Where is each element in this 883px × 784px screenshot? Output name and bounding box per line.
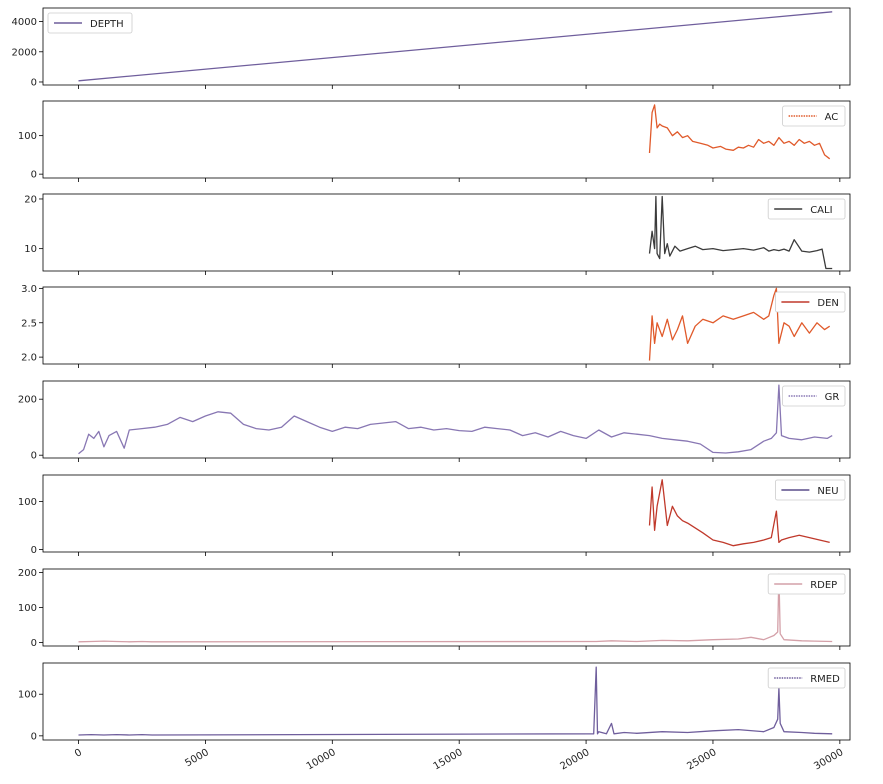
legend-box — [767, 667, 846, 689]
legend-label-rmed: RMED — [810, 674, 840, 685]
x-tick-label: 20000 — [559, 747, 592, 772]
legend-label-rdep: RDEP — [810, 580, 837, 591]
axes-frame — [42, 474, 851, 553]
series-line-neu — [648, 479, 830, 547]
y-tick-label: 200 — [18, 395, 37, 406]
panel-rmed: 0 100 RMED — [18, 662, 851, 744]
x-tick-label: 0 — [73, 747, 84, 760]
y-tick-label: 100 — [18, 690, 37, 701]
y-tick-label: 4000 — [12, 17, 37, 28]
axes-frame — [42, 193, 851, 272]
x-tick-label: 15000 — [432, 747, 465, 772]
series-line-den — [648, 287, 831, 361]
legend-label-ac: AC — [825, 112, 839, 123]
series-line-depth — [78, 11, 833, 82]
y-tick-label: 100 — [18, 131, 37, 142]
legend-box — [775, 479, 846, 501]
axes-frame — [42, 100, 851, 179]
axes-frame — [42, 662, 851, 741]
legend-box — [767, 573, 846, 595]
series-line-ac — [648, 104, 831, 160]
y-tick-label: 3.0 — [21, 284, 37, 295]
axes-frame — [42, 568, 851, 647]
x-tick-label: 30000 — [812, 747, 845, 772]
y-tick-label: 0 — [31, 638, 37, 649]
y-tick-label: 0 — [31, 731, 37, 742]
panel-gr: 0 200 GR — [18, 380, 851, 462]
y-tick-label: 100 — [18, 497, 37, 508]
legend-label-neu: NEU — [817, 486, 838, 497]
y-tick-label: 0 — [31, 545, 37, 556]
axes-frame — [42, 286, 851, 365]
axes-frame — [42, 7, 851, 86]
legend-label-den: DEN — [817, 298, 839, 309]
y-tick-label: 10 — [24, 244, 37, 255]
panel-rdep: 0 100 200 RDEP — [18, 568, 851, 650]
legend-box — [47, 12, 133, 34]
y-tick-label: 0 — [31, 170, 37, 181]
panel-ac: 0 100 AC — [18, 100, 851, 182]
y-tick-label: 2000 — [12, 47, 37, 58]
panel-cali: 10 20 CALI — [24, 193, 851, 275]
x-tick-label: 25000 — [685, 747, 718, 772]
axes-frame — [42, 380, 851, 459]
y-tick-label: 20 — [24, 194, 37, 205]
y-tick-label: 2.0 — [21, 353, 37, 364]
y-tick-label: 200 — [18, 568, 37, 579]
x-tick-label: 5000 — [183, 747, 211, 769]
y-tick-label: 0 — [31, 77, 37, 88]
legend-label-gr: GR — [825, 392, 840, 403]
series-line-cali — [648, 195, 833, 270]
y-tick-label: 0 — [31, 451, 37, 462]
panel-depth: 0 2000 4000 DEPTH — [12, 7, 851, 89]
legend-label-cali: CALI — [810, 205, 832, 216]
panel-den: 2.0 2.5 3.0 DEN — [21, 284, 851, 368]
panel-neu: 0 100 NEU — [18, 474, 851, 556]
legend-label-depth: DEPTH — [90, 19, 124, 30]
series-line-rdep — [78, 573, 833, 643]
y-tick-label: 100 — [18, 603, 37, 614]
series-line-gr — [78, 384, 833, 455]
x-tick-label: 10000 — [305, 747, 338, 772]
series-line-rmed — [78, 666, 833, 736]
legend-box — [767, 198, 846, 220]
legend-box — [775, 291, 846, 313]
y-tick-label: 2.5 — [21, 318, 37, 329]
